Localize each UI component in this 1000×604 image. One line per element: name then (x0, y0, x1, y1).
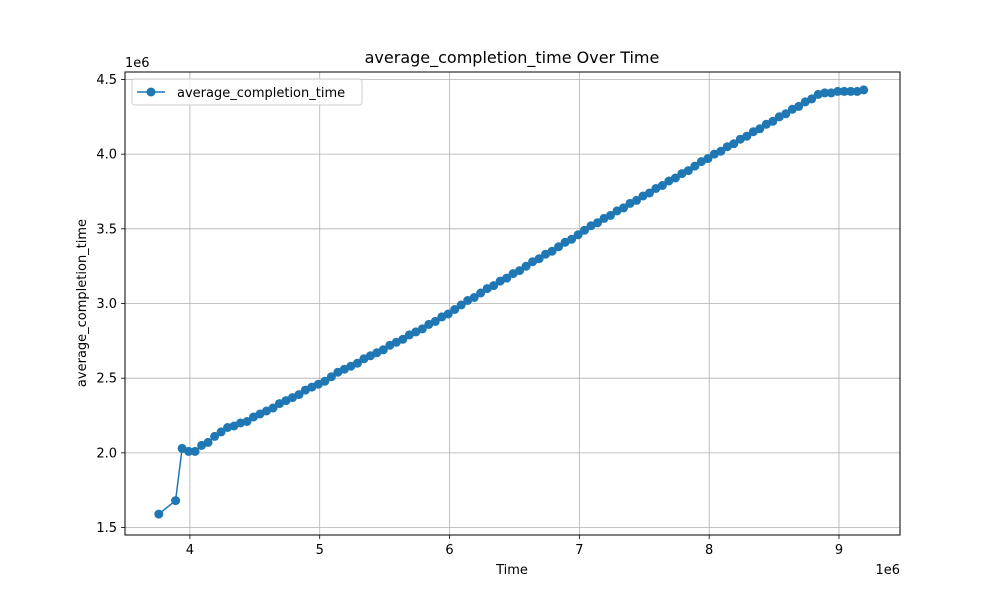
x-tick-label: 5 (316, 543, 324, 558)
legend-box (131, 78, 363, 106)
data-point (456, 300, 466, 310)
x-tick-label: 4 (186, 543, 194, 558)
data-point (567, 234, 577, 244)
data-point (781, 109, 791, 119)
data-point (417, 324, 427, 334)
data-point (846, 86, 856, 96)
data-point (476, 288, 486, 298)
data-point (534, 254, 544, 264)
data-point (216, 427, 226, 437)
data-point (794, 101, 804, 111)
y-tick-label: 3.0 (96, 297, 117, 312)
data-point (521, 261, 531, 271)
data-point (210, 431, 220, 441)
data-point (320, 376, 330, 386)
x-axis-ticks: 4 5 6 7 8 9 (186, 535, 843, 558)
series-layer (154, 85, 869, 519)
data-point (547, 246, 557, 256)
x-axis-label: Time (495, 563, 528, 578)
data-point (184, 446, 194, 456)
x-axis-offset-label: 1e6 (875, 563, 900, 578)
data-point (450, 305, 460, 314)
data-point (326, 372, 336, 382)
data-point (580, 225, 589, 235)
data-point (203, 437, 213, 447)
data-point (154, 509, 164, 519)
data-point (469, 293, 479, 302)
x-tick-label: 8 (705, 543, 713, 558)
data-point (554, 242, 564, 252)
data-point (619, 203, 628, 213)
data-point (859, 85, 869, 95)
data-point (268, 403, 278, 413)
data-point (703, 154, 713, 164)
data-point (645, 188, 654, 198)
data-point (352, 358, 362, 368)
data-point (573, 230, 583, 240)
y-axis-ticks: 1.5 2.0 2.5 3.0 3.5 4.0 4.5 (96, 73, 125, 536)
data-point (378, 345, 388, 355)
data-point (443, 309, 453, 319)
legend-label: average_completion_time (177, 86, 345, 101)
data-point (807, 94, 817, 104)
data-point (242, 417, 252, 426)
data-point (515, 266, 525, 276)
data-point (657, 181, 667, 190)
y-tick-label: 2.0 (96, 446, 117, 461)
data-point (768, 116, 778, 126)
legend: average_completion_time (131, 78, 363, 106)
data-point (430, 316, 440, 326)
y-tick-label: 1.5 (96, 521, 117, 536)
data-point (820, 88, 830, 98)
grid (125, 72, 900, 535)
data-point (294, 390, 304, 400)
data-point (502, 273, 512, 283)
y-tick-label: 4.0 (96, 148, 117, 163)
data-point (670, 173, 680, 183)
legend-marker-swatch (146, 87, 156, 97)
y-axis-offset-label: 1e6 (125, 56, 150, 71)
data-point (716, 146, 726, 156)
data-point (190, 446, 200, 456)
data-point (606, 210, 615, 220)
data-point (755, 124, 765, 134)
y-tick-label: 4.5 (96, 73, 117, 88)
data-point (593, 218, 602, 228)
data-point (833, 86, 843, 96)
y-tick-label: 2.5 (96, 372, 117, 387)
data-point (398, 334, 408, 344)
x-tick-label: 6 (445, 543, 453, 558)
y-tick-label: 3.5 (96, 222, 117, 237)
chart-title: average_completion_time Over Time (365, 48, 660, 68)
x-tick-label: 9 (835, 543, 843, 558)
data-point (489, 281, 499, 291)
data-point (683, 166, 693, 176)
x-tick-label: 7 (575, 543, 583, 558)
data-point (742, 131, 752, 141)
data-point (729, 139, 739, 149)
data-point (171, 496, 181, 506)
data-point (839, 86, 849, 96)
y-axis-label: average_completion_time (75, 219, 90, 387)
data-point (690, 161, 700, 171)
data-point (632, 195, 641, 205)
